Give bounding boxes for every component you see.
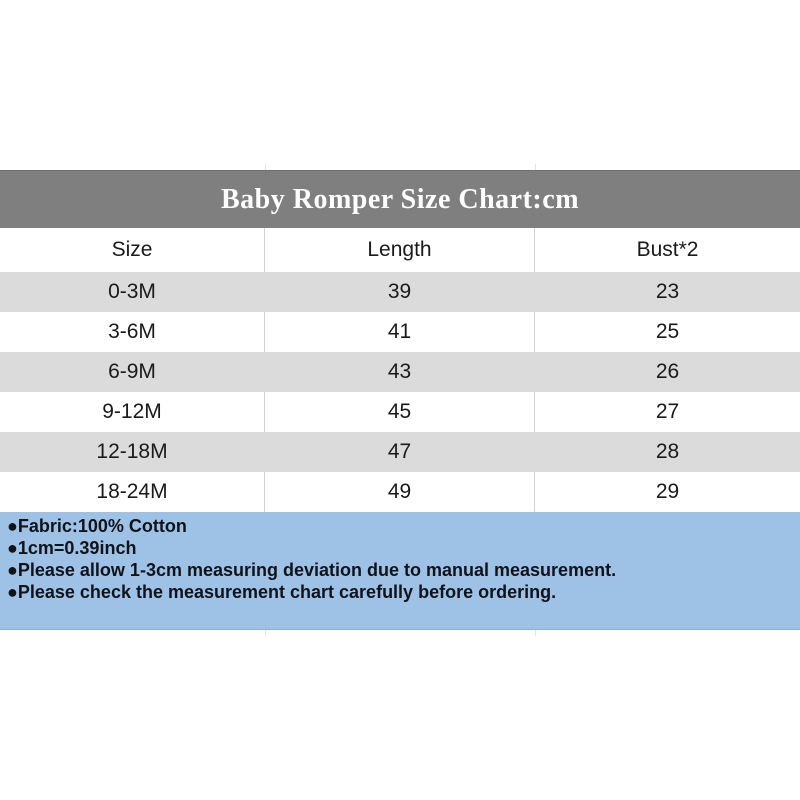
notes-panel: ●Fabric:100% Cotton ●1cm=0.39inch ●Pleas…: [0, 512, 800, 630]
cell-length: 43: [387, 360, 412, 383]
cell-bust: 26: [655, 360, 680, 383]
cell-bust: 25: [655, 320, 680, 343]
table-row: 3-6M 41 25: [0, 312, 800, 352]
note-line-deviation: ●Please allow 1-3cm measuring deviation …: [7, 560, 617, 580]
cell-bust: 29: [655, 480, 680, 503]
note-line-check: ●Please check the measurement chart care…: [7, 582, 557, 602]
table-row: 9-12M 45 27: [0, 392, 800, 432]
table-row: 6-9M 43 26: [0, 352, 800, 392]
cell-length: 47: [387, 440, 412, 463]
chart-title: Baby Romper Size Chart:cm: [220, 183, 580, 215]
cell-bust: 27: [655, 400, 680, 423]
note-line-fabric: ●Fabric:100% Cotton: [7, 516, 187, 536]
cell-bust: 23: [655, 280, 680, 303]
title-bar: Baby Romper Size Chart:cm: [0, 170, 800, 228]
cell-length: 41: [265, 312, 535, 352]
cell-length: 45: [265, 392, 535, 432]
cell-size: 3-6M: [0, 312, 265, 352]
column-line-stub: [535, 630, 536, 636]
column-line-stub: [265, 630, 266, 636]
cell-size: 6-9M: [108, 360, 156, 383]
column-line-stub: [265, 164, 266, 170]
note-line-unit: ●1cm=0.39inch: [7, 538, 137, 558]
column-header-bust: Bust*2: [636, 238, 699, 261]
cell-size: 18-24M: [0, 472, 265, 512]
table-row: 18-24M 49 29: [0, 472, 800, 512]
cell-length: 39: [387, 280, 412, 303]
column-header-length: Length: [265, 228, 535, 272]
column-line-stub: [535, 164, 536, 170]
table-row: 12-18M 47 28: [0, 432, 800, 472]
cell-size: 9-12M: [0, 392, 265, 432]
table-row: 0-3M 39 23: [0, 272, 800, 312]
cell-bust: 28: [655, 440, 680, 463]
column-header-size: Size: [0, 228, 265, 272]
cell-size: 12-18M: [96, 440, 168, 463]
cell-length: 49: [265, 472, 535, 512]
size-table: Size Length Bust*2 0-3M 39 23 3-6M 41 25…: [0, 228, 800, 512]
cell-size: 0-3M: [108, 280, 156, 303]
table-header-row: Size Length Bust*2: [0, 228, 800, 272]
